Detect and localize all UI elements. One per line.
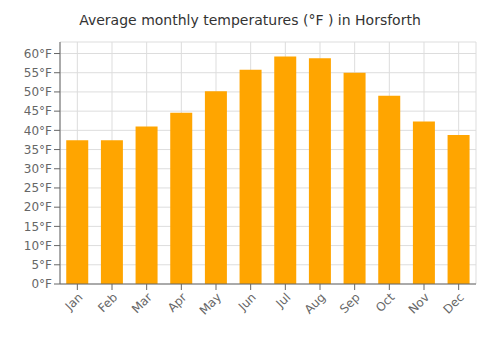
svg-text:Feb: Feb bbox=[95, 290, 120, 315]
svg-text:Nov: Nov bbox=[406, 290, 432, 316]
svg-text:Jul: Jul bbox=[273, 290, 294, 311]
svg-text:Dec: Dec bbox=[440, 290, 466, 316]
svg-text:35°F: 35°F bbox=[24, 143, 52, 157]
svg-text:60°F: 60°F bbox=[24, 47, 52, 61]
svg-text:20°F: 20°F bbox=[24, 200, 52, 214]
html-text:Average monthly temperatures (: Average monthly temperatures (°F ) in Ho… bbox=[79, 12, 421, 28]
svg-text:Jun: Jun bbox=[235, 290, 259, 314]
svg-text:10°F: 10°F bbox=[24, 239, 52, 253]
svg-text:30°F: 30°F bbox=[24, 162, 52, 176]
svg-text:25°F: 25°F bbox=[24, 181, 52, 195]
svg-text:0°F: 0°F bbox=[31, 277, 52, 291]
svg-text:Oct: Oct bbox=[373, 290, 398, 315]
svg-text:15°F: 15°F bbox=[24, 220, 52, 234]
svg-text:May: May bbox=[197, 290, 224, 317]
svg-text:5°F: 5°F bbox=[31, 258, 52, 272]
svg-text:50°F: 50°F bbox=[24, 85, 52, 99]
svg-text:Jan: Jan bbox=[62, 290, 86, 314]
svg-text:45°F: 45°F bbox=[24, 104, 52, 118]
svg-text:Mar: Mar bbox=[129, 290, 155, 316]
svg-text:Sep: Sep bbox=[337, 290, 363, 316]
svg-text:Apr: Apr bbox=[165, 290, 190, 315]
svg-text:Aug: Aug bbox=[302, 290, 328, 316]
svg-text:40°F: 40°F bbox=[24, 124, 52, 138]
svg-text:55°F: 55°F bbox=[24, 66, 52, 80]
